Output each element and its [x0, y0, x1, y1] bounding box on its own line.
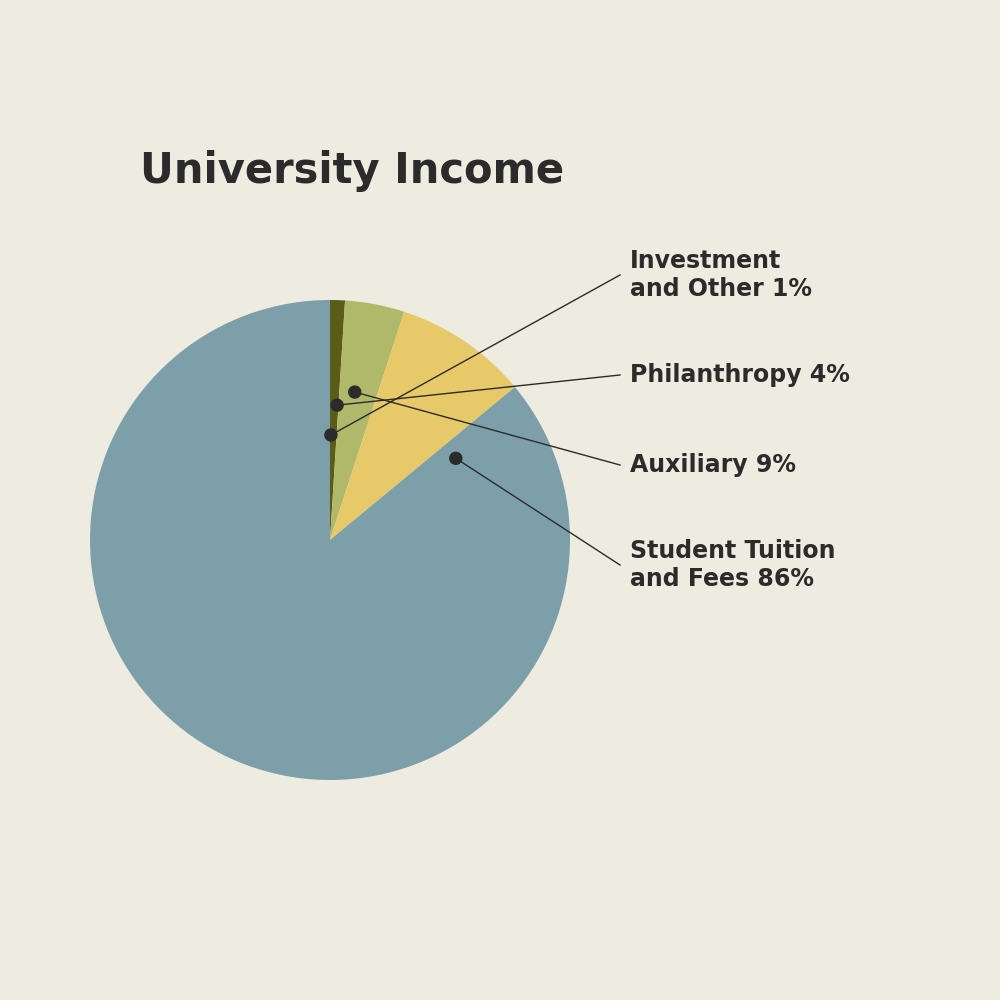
- Wedge shape: [330, 312, 515, 540]
- Text: Student Tuition
and Fees 86%: Student Tuition and Fees 86%: [630, 539, 836, 591]
- Text: Investment
and Other 1%: Investment and Other 1%: [630, 249, 812, 301]
- Wedge shape: [90, 300, 570, 780]
- Wedge shape: [330, 300, 345, 540]
- Wedge shape: [330, 300, 404, 540]
- Text: University Income: University Income: [140, 150, 564, 192]
- Text: Philanthropy 4%: Philanthropy 4%: [630, 363, 850, 387]
- Text: Auxiliary 9%: Auxiliary 9%: [630, 453, 796, 477]
